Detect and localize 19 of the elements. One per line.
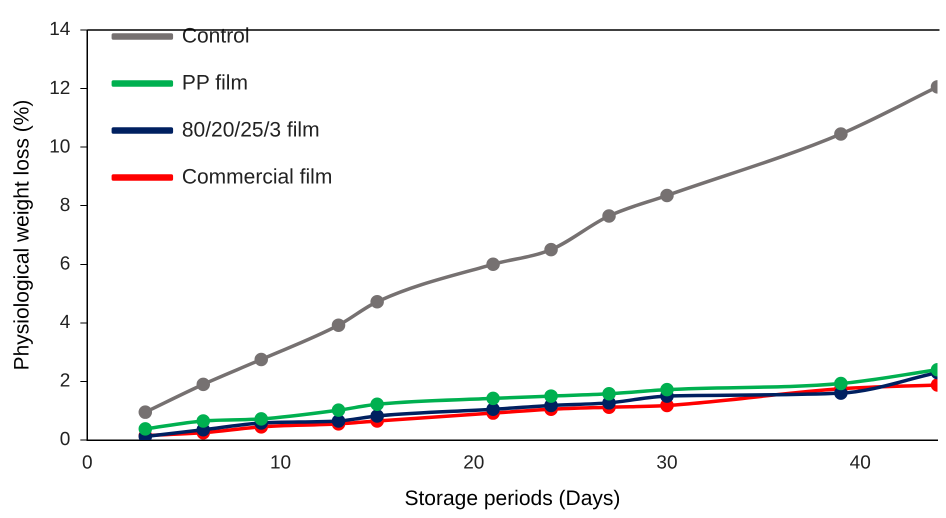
y-tick-label: 6 <box>60 254 70 275</box>
y-tick-label: 14 <box>49 19 71 40</box>
legend-label: Control <box>182 24 250 48</box>
y-tick-label: 4 <box>60 312 71 334</box>
x-tick-label: 40 <box>850 452 871 474</box>
y-tick-label: 12 <box>49 78 70 99</box>
y-axis-title: Physiological weight loss (%) <box>10 100 34 370</box>
y-tick-label: 0 <box>60 429 70 450</box>
x-axis-title: Storage periods (Days) <box>404 487 620 510</box>
x-tick-label: 30 <box>656 452 678 474</box>
legend-label: Commercial film <box>182 165 332 188</box>
legend-label: 80/20/25/3 film <box>182 118 320 142</box>
x-tick-label: 0 <box>82 452 93 474</box>
legend-label: PP film <box>182 71 248 94</box>
x-tick-label: 10 <box>270 452 292 474</box>
y-tick-label: 8 <box>60 194 70 216</box>
y-tick-label: 10 <box>49 136 70 158</box>
y-tick-label: 2 <box>60 370 70 392</box>
x-tick-label: 20 <box>463 452 484 474</box>
